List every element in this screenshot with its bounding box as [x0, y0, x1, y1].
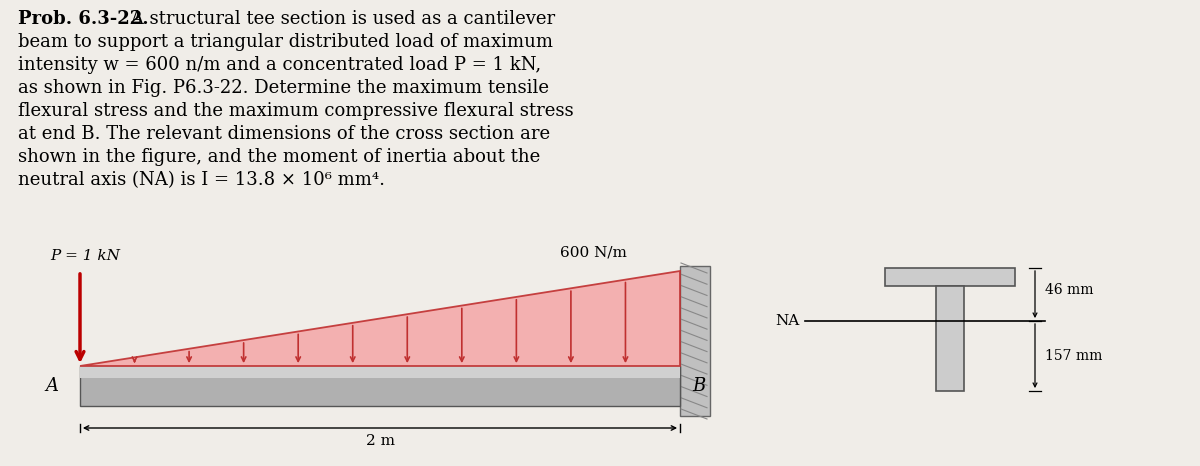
Text: 600 N/m: 600 N/m: [560, 245, 626, 259]
Text: NA: NA: [775, 314, 800, 328]
Bar: [80, 366, 680, 406]
Bar: [936, 286, 964, 391]
Bar: [80, 366, 680, 378]
Text: A structural tee section is used as a cantilever: A structural tee section is used as a ca…: [125, 10, 556, 28]
Bar: [680, 266, 710, 416]
Text: P = 1 kN: P = 1 kN: [50, 249, 120, 263]
Text: shown in the figure, and the moment of inertia about the: shown in the figure, and the moment of i…: [18, 148, 540, 166]
Polygon shape: [80, 271, 680, 366]
Text: Prob. 6.3-22.: Prob. 6.3-22.: [18, 10, 149, 28]
Text: 46 mm: 46 mm: [1045, 282, 1093, 296]
Text: beam to support a triangular distributed load of maximum: beam to support a triangular distributed…: [18, 33, 553, 51]
Text: flexural stress and the maximum compressive flexural stress: flexural stress and the maximum compress…: [18, 102, 574, 120]
Text: A: A: [46, 377, 58, 395]
Bar: [886, 268, 1015, 286]
Text: intensity w = 600 n/m and a concentrated load P = 1 kN,: intensity w = 600 n/m and a concentrated…: [18, 56, 541, 74]
Text: 2 m: 2 m: [366, 434, 395, 448]
Text: as shown in Fig. P6.3-22. Determine the maximum tensile: as shown in Fig. P6.3-22. Determine the …: [18, 79, 550, 97]
Text: 157 mm: 157 mm: [1045, 349, 1103, 363]
Text: at end B. The relevant dimensions of the cross section are: at end B. The relevant dimensions of the…: [18, 125, 550, 143]
Text: neutral axis (NA) is I = 13.8 × 10⁶ mm⁴.: neutral axis (NA) is I = 13.8 × 10⁶ mm⁴.: [18, 171, 385, 189]
Text: B: B: [692, 377, 706, 395]
